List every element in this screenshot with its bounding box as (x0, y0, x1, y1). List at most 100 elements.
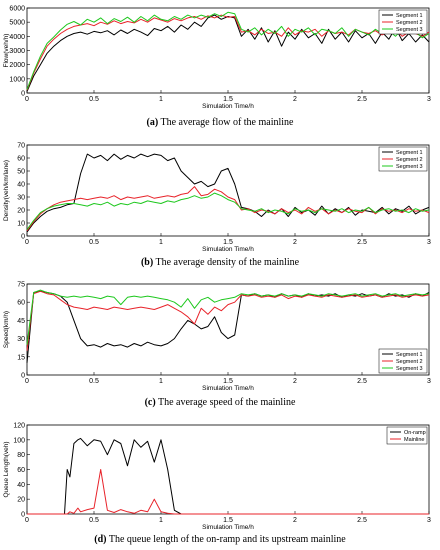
x-tick-label: 2 (293, 517, 297, 524)
y-axis-label: Flow(veh/h) (3, 34, 10, 68)
panel-caption-label: (d) (94, 534, 106, 545)
legend-label: Segment 1 (396, 13, 423, 19)
y-tick-label: 80 (17, 452, 25, 459)
legend-box (386, 426, 428, 445)
panel-caption: (a) The average flow of the mainline (147, 117, 295, 128)
y-tick-label: 0 (21, 234, 25, 241)
x-tick-label: 2.5 (357, 517, 367, 524)
y-tick-label: 30 (17, 336, 25, 343)
plot-frame (26, 7, 430, 94)
y-tick-label: 45 (17, 318, 25, 325)
x-tick-label: 0.5 (89, 517, 99, 524)
series-line-mainline (27, 469, 429, 515)
series-line-segment-2 (26, 186, 430, 232)
series-line-segment-1 (26, 153, 430, 233)
x-tick-label: 0 (25, 517, 29, 524)
y-tick-label: 0 (21, 91, 25, 98)
y-tick-label: 20 (17, 497, 25, 504)
panel-caption: (b) The average density of the mainline (141, 257, 300, 268)
y-tick-label: 75 (17, 282, 25, 289)
x-tick-label: 3 (427, 239, 431, 246)
x-tick-label: 1 (159, 239, 163, 246)
x-tick-label: 1.5 (223, 239, 233, 246)
y-tick-label: 0 (21, 373, 25, 380)
x-tick-label: 3 (427, 96, 431, 103)
series-line-segment-2 (26, 290, 430, 351)
legend-label: Segment 1 (396, 150, 423, 156)
x-tick-label: 0.5 (89, 378, 99, 385)
y-tick-label: 70 (17, 143, 25, 150)
panel-caption-label: (b) (141, 257, 153, 268)
series-line-segment-1 (26, 14, 430, 92)
x-tick-label: 2 (293, 96, 297, 103)
panel-caption-text: The average flow of the mainline (158, 117, 294, 128)
plot-frame (26, 144, 430, 237)
panel-caption-text: The average speed of the mainline (156, 397, 296, 408)
x-tick-label: 2 (293, 378, 297, 385)
legend-label: Segment 3 (396, 366, 423, 372)
legend-label: Segment 2 (396, 359, 423, 365)
x-tick-label: 0 (25, 96, 29, 103)
y-tick-label: 120 (13, 423, 25, 430)
series-line-on-ramp (27, 437, 429, 515)
x-tick-label: 1 (159, 96, 163, 103)
y-tick-label: 4000 (9, 34, 25, 41)
y-tick-label: 30 (17, 195, 25, 202)
x-tick-label: 0 (25, 239, 29, 246)
panel-caption-label: (a) (147, 117, 159, 128)
y-tick-label: 15 (17, 354, 25, 361)
x-tick-label: 0.5 (89, 96, 99, 103)
x-tick-label: 1 (159, 378, 163, 385)
x-tick-label: 1.5 (223, 96, 233, 103)
panel-caption-label: (c) (145, 397, 156, 408)
x-axis-label: Simulation Time/h (202, 385, 254, 392)
x-axis-label: Simulation Time/h (202, 524, 254, 531)
y-tick-label: 60 (17, 300, 25, 307)
legend-label: Segment 1 (396, 352, 423, 358)
legend-label: Segment 3 (396, 27, 423, 33)
x-tick-label: 2.5 (357, 239, 367, 246)
legend-label: Mainline (404, 437, 424, 443)
y-tick-label: 20 (17, 208, 25, 215)
y-axis-label: Speed(km/h) (3, 311, 10, 348)
legend-label: Segment 2 (396, 20, 423, 26)
series-line-segment-3 (26, 192, 430, 230)
y-tick-label: 6000 (9, 6, 25, 13)
x-axis-label: Simulation Time/h (202, 103, 254, 110)
series-line-segment-3 (26, 289, 430, 345)
x-tick-label: 0.5 (89, 239, 99, 246)
y-axis-label: Density(veh/km/lane) (3, 160, 10, 221)
y-tick-label: 50 (17, 169, 25, 176)
x-tick-label: 2.5 (357, 96, 367, 103)
x-tick-label: 0 (25, 378, 29, 385)
x-tick-label: 1.5 (223, 378, 233, 385)
x-tick-label: 2.5 (357, 378, 367, 385)
y-tick-label: 0 (21, 512, 25, 519)
series-line-segment-1 (26, 290, 430, 363)
panel-caption-text: The queue length of the on-ramp and its … (107, 534, 347, 545)
plot-frame (26, 283, 430, 376)
y-tick-label: 5000 (9, 20, 25, 27)
y-tick-label: 1000 (9, 76, 25, 83)
y-tick-label: 10 (17, 221, 25, 228)
y-tick-label: 60 (17, 156, 25, 163)
y-tick-label: 2000 (9, 62, 25, 69)
series-line-segment-2 (26, 14, 430, 91)
chart-panel-4: 0 0.5 1 1.5 2 2.5 3 0 20 40 60 80 100 120 Simulation T… (3, 423, 431, 546)
x-tick-label: 3 (427, 517, 431, 524)
chart-panel-1: 0 0.5 1 1.5 2 2.5 3 0 1000 2000 3000 4000 5000 6000 Si… (3, 6, 431, 129)
panel-caption: (d) The queue length of the on-ramp and … (94, 534, 346, 545)
panel-caption-text: The average density of the mainline (153, 257, 299, 268)
y-tick-label: 3000 (9, 48, 25, 55)
y-tick-label: 40 (17, 182, 25, 189)
panel-caption: (c) The average speed of the mainline (145, 397, 296, 408)
x-tick-label: 1.5 (223, 517, 233, 524)
x-tick-label: 3 (427, 378, 431, 385)
plot-frame (26, 424, 430, 515)
x-tick-label: 1 (159, 517, 163, 524)
legend-label: Segment 3 (396, 164, 423, 170)
